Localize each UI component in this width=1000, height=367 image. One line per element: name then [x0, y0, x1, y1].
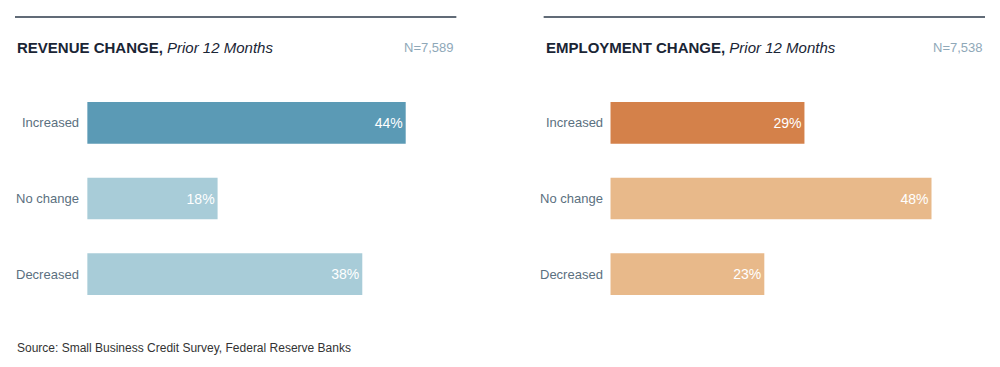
svg-text:Increased: Increased	[22, 115, 79, 130]
svg-text:48%: 48%	[900, 191, 928, 207]
svg-text:23%: 23%	[733, 266, 761, 282]
svg-text:N=7,538: N=7,538	[933, 40, 983, 55]
svg-text:38%: 38%	[331, 266, 359, 282]
svg-text:Decreased: Decreased	[540, 267, 603, 282]
svg-text:18%: 18%	[187, 191, 215, 207]
svg-text:Decreased: Decreased	[16, 267, 79, 282]
svg-text:44%: 44%	[375, 115, 403, 131]
svg-text:No change: No change	[16, 191, 79, 206]
svg-text:29%: 29%	[773, 115, 801, 131]
svg-text:N=7,589: N=7,589	[404, 40, 454, 55]
svg-text:Source: Small Business Credit: Source: Small Business Credit Survey, Fe…	[17, 341, 351, 355]
svg-text:No change: No change	[540, 191, 603, 206]
svg-text:Increased: Increased	[546, 115, 603, 130]
svg-text:REVENUE CHANGE, Prior 12 Month: REVENUE CHANGE, Prior 12 Months	[17, 39, 273, 56]
svg-text:EMPLOYMENT CHANGE, Prior 12 Mo: EMPLOYMENT CHANGE, Prior 12 Months	[546, 39, 836, 56]
